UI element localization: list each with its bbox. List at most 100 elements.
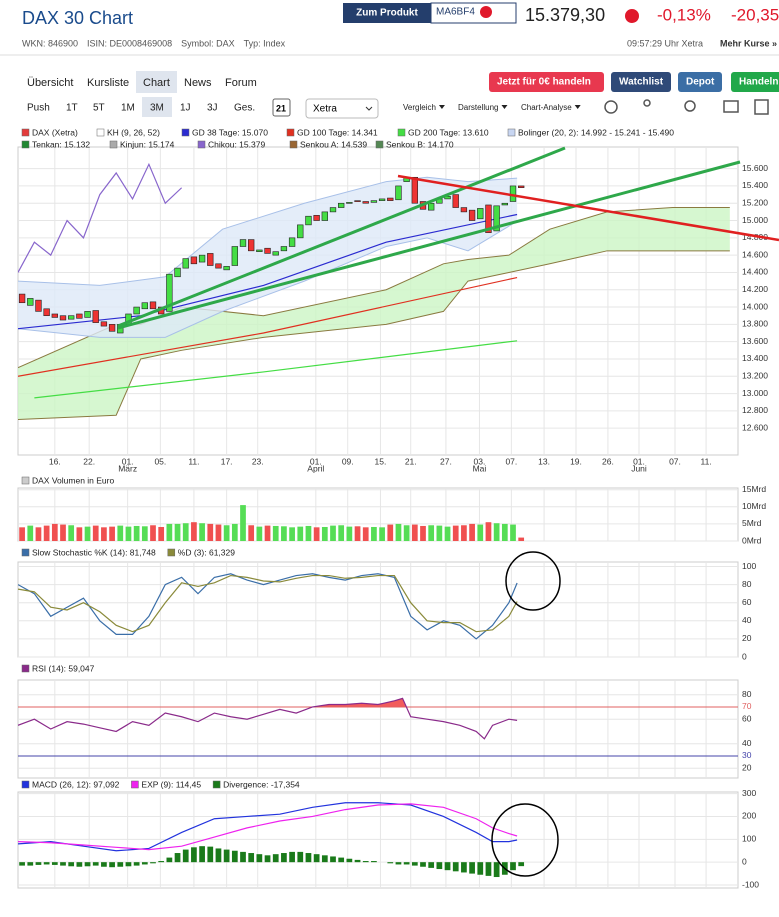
product-code[interactable]: MA6BF4 bbox=[436, 7, 475, 18]
candle bbox=[76, 313, 83, 319]
y-tick-label: 15.000 bbox=[742, 215, 768, 225]
y-tick-label: 40 bbox=[742, 738, 752, 748]
product-button[interactable]: Zum Produkt bbox=[356, 8, 418, 19]
tab[interactable]: Übersicht bbox=[27, 77, 73, 89]
bar bbox=[27, 525, 34, 541]
range[interactable]: 3M bbox=[150, 103, 164, 114]
bar bbox=[289, 527, 295, 541]
button-bg[interactable] bbox=[489, 72, 604, 92]
legend-swatch bbox=[131, 780, 139, 789]
legend-label: Senkou A: 14.539 bbox=[300, 139, 367, 149]
bar bbox=[346, 858, 353, 863]
y-tick-label: 70 bbox=[742, 701, 752, 711]
exchange-select[interactable] bbox=[305, 98, 379, 119]
tab[interactable]: News bbox=[184, 77, 212, 89]
bar bbox=[191, 522, 197, 541]
legend-swatch bbox=[286, 128, 295, 137]
range[interactable]: Push bbox=[27, 103, 50, 114]
more-quotes[interactable]: Mehr Kurse » bbox=[720, 38, 777, 48]
range-bar: Push 1T 5T 1M 3M 1J 3J Ges. bbox=[27, 103, 255, 114]
menu[interactable]: Chart-Analyse bbox=[521, 103, 572, 112]
bar bbox=[150, 525, 156, 541]
bar bbox=[76, 862, 83, 867]
button-bg[interactable] bbox=[731, 72, 779, 92]
y-tick-label: 14.200 bbox=[742, 284, 768, 294]
bar bbox=[305, 853, 312, 863]
share-icon[interactable] bbox=[643, 99, 651, 107]
tab[interactable]: Kursliste bbox=[87, 77, 129, 89]
calendar-icon[interactable] bbox=[272, 98, 291, 117]
exchange[interactable]: Xetra bbox=[313, 104, 337, 115]
bar bbox=[51, 862, 58, 865]
bar bbox=[174, 523, 181, 541]
bar bbox=[387, 862, 394, 864]
candle bbox=[51, 313, 58, 318]
candle bbox=[59, 315, 67, 321]
zoom-icon[interactable] bbox=[684, 100, 696, 112]
button[interactable]: Watchlist bbox=[619, 77, 664, 88]
menu[interactable]: Vergleich bbox=[403, 103, 436, 112]
id-item: ISIN: DE0008469008 bbox=[87, 38, 172, 48]
menu[interactable]: Darstellung bbox=[458, 103, 498, 112]
button-bg[interactable] bbox=[678, 72, 722, 92]
range[interactable]: Ges. bbox=[234, 103, 255, 114]
calendar-day[interactable]: 21 bbox=[276, 103, 286, 113]
series-line bbox=[18, 276, 518, 377]
legend-label: %D (3): 61,329 bbox=[178, 547, 235, 557]
print-icon[interactable] bbox=[723, 100, 739, 113]
y-tick-label: 300 bbox=[742, 788, 756, 798]
bar bbox=[84, 862, 91, 867]
y-tick-label: 60 bbox=[742, 713, 752, 723]
y-tick-label: 13.800 bbox=[742, 319, 768, 329]
bar bbox=[215, 524, 222, 541]
band-edge bbox=[18, 250, 730, 421]
bar bbox=[330, 525, 336, 541]
change-abs: -20,35 bbox=[731, 5, 779, 24]
range[interactable]: 1J bbox=[180, 103, 191, 114]
tab[interactable]: Forum bbox=[225, 77, 257, 89]
tab[interactable]: Chart bbox=[143, 77, 170, 89]
menus: Vergleich Darstellung Chart-Analyse bbox=[403, 103, 581, 112]
product-button-bg[interactable] bbox=[343, 3, 431, 23]
y-tick-label: 13.000 bbox=[742, 388, 768, 398]
button-bg[interactable] bbox=[611, 72, 671, 92]
y-tick-label: 10Mrd bbox=[742, 501, 766, 511]
range[interactable]: 5T bbox=[93, 103, 105, 114]
settings-icon[interactable] bbox=[604, 100, 618, 114]
candle bbox=[518, 185, 525, 188]
bar bbox=[35, 862, 42, 865]
x-tick-label: 26. bbox=[602, 456, 614, 466]
id-item: WKN: 846900 bbox=[22, 38, 78, 48]
legend-swatch bbox=[197, 140, 206, 149]
product-code-box[interactable] bbox=[430, 2, 517, 24]
candle bbox=[411, 176, 418, 204]
button[interactable]: Handeln bbox=[739, 77, 778, 88]
candle bbox=[174, 267, 181, 278]
bar bbox=[313, 854, 320, 863]
series-line bbox=[18, 162, 183, 273]
candle bbox=[149, 301, 157, 310]
x-tick-label: 03. bbox=[474, 456, 486, 466]
bar bbox=[436, 525, 443, 541]
candle bbox=[133, 306, 140, 315]
bar bbox=[330, 856, 336, 863]
x-tick-label: 22. bbox=[83, 456, 95, 466]
candle bbox=[395, 185, 402, 201]
bar bbox=[264, 855, 271, 863]
bar bbox=[199, 846, 205, 863]
bar bbox=[125, 526, 132, 541]
legend-swatch bbox=[289, 140, 298, 149]
legend-label: Slow Stochastic %K (14): 81,748 bbox=[32, 547, 156, 557]
range[interactable]: 1T bbox=[66, 103, 78, 114]
x-tick-label: 19. bbox=[570, 456, 582, 466]
bar bbox=[68, 862, 75, 867]
legend-swatch bbox=[96, 128, 105, 137]
button[interactable]: Depot bbox=[686, 77, 715, 88]
bar bbox=[289, 851, 295, 863]
range[interactable]: 3J bbox=[207, 103, 218, 114]
range[interactable]: 1M bbox=[121, 103, 135, 114]
candle bbox=[321, 211, 328, 221]
button[interactable]: Jetzt für 0€ handeln bbox=[497, 77, 591, 88]
series-line bbox=[18, 803, 518, 851]
save-icon[interactable] bbox=[754, 99, 769, 115]
